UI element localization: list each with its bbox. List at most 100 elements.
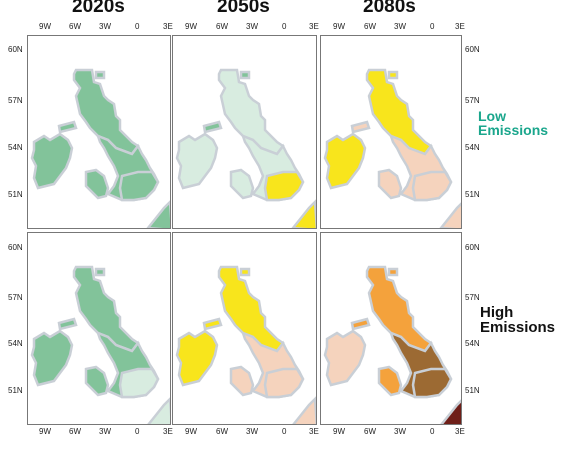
- x-tick-9w: 9W: [333, 22, 345, 31]
- y-tick-57n: 57N: [8, 96, 23, 105]
- region-scotland: [72, 68, 140, 156]
- x-tick-3w: 3W: [246, 427, 258, 436]
- region-se: [411, 367, 453, 399]
- region-shetland: [202, 317, 223, 331]
- region-island: [387, 70, 399, 80]
- column-title-2020s: 2020s: [72, 0, 125, 17]
- region-wales: [377, 168, 403, 200]
- row-label-low-emissions: Low Emissions: [478, 109, 548, 137]
- x-tick-9w: 9W: [39, 427, 51, 436]
- region-island: [94, 70, 106, 80]
- row-label-high-line1: High: [480, 304, 514, 321]
- region-wales: [229, 168, 255, 200]
- region-edge-strip: [146, 200, 170, 228]
- region-ni: [323, 132, 367, 190]
- y-tick-51n: 51N: [465, 190, 480, 199]
- y-tick-57n: 57N: [8, 293, 23, 302]
- row-label-high-line2: Emissions: [480, 319, 556, 336]
- y-tick-60n: 60N: [8, 243, 23, 252]
- x-tick-6w: 6W: [69, 427, 81, 436]
- region-scotland: [365, 265, 433, 353]
- region-shetland: [57, 120, 78, 134]
- region-shetland: [350, 317, 371, 331]
- y-tick-54n: 54N: [465, 339, 480, 348]
- x-tick-3e: 3E: [455, 22, 465, 31]
- x-tick-0: 0: [135, 22, 140, 31]
- x-tick-6w: 6W: [216, 427, 228, 436]
- map-panel-low-2050s: [172, 35, 317, 229]
- region-shetland: [57, 317, 78, 331]
- region-edge-strip: [291, 199, 316, 228]
- region-wales: [84, 365, 110, 397]
- column-title-2050s: 2050s: [217, 0, 270, 17]
- map-panel-high-2080s: [320, 232, 462, 425]
- region-wales: [84, 168, 110, 200]
- y-tick-51n: 51N: [465, 386, 480, 395]
- x-tick-3w: 3W: [394, 22, 406, 31]
- y-tick-60n: 60N: [465, 243, 480, 252]
- x-tick-9w: 9W: [39, 22, 51, 31]
- region-edge-strip: [292, 396, 316, 424]
- region-ni: [30, 132, 74, 190]
- region-se: [411, 170, 453, 202]
- map-shapes: [175, 265, 316, 424]
- x-tick-3e: 3E: [455, 427, 465, 436]
- region-se: [118, 367, 160, 399]
- region-scotland: [72, 265, 140, 353]
- x-tick-3e: 3E: [309, 427, 319, 436]
- region-edge-strip: [147, 397, 170, 424]
- row-label-low-line1: Low: [478, 108, 506, 124]
- map-panel-high-2020s: [27, 232, 171, 425]
- y-tick-60n: 60N: [8, 45, 23, 54]
- region-edge-strip: [439, 202, 461, 228]
- x-tick-9w: 9W: [185, 22, 197, 31]
- map-shapes: [30, 265, 170, 424]
- region-shetland: [202, 120, 223, 134]
- y-tick-54n: 54N: [8, 143, 23, 152]
- region-ni: [30, 329, 74, 387]
- region-se: [263, 367, 305, 399]
- x-tick-3w: 3W: [99, 22, 111, 31]
- row-label-high-emissions: High Emissions: [480, 305, 555, 335]
- map-shapes: [175, 68, 316, 228]
- region-ni: [323, 329, 367, 387]
- x-tick-0: 0: [282, 427, 287, 436]
- y-tick-51n: 51N: [8, 190, 23, 199]
- region-ni: [175, 329, 219, 387]
- region-wales: [377, 365, 403, 397]
- region-island: [94, 267, 106, 277]
- map-panel-low-2080s: [320, 35, 462, 229]
- region-ni: [175, 132, 219, 190]
- region-wales: [229, 365, 255, 397]
- x-tick-9w: 9W: [333, 427, 345, 436]
- region-scotland: [365, 68, 433, 156]
- map-shapes: [30, 68, 170, 228]
- x-tick-0: 0: [282, 22, 287, 31]
- region-se: [263, 170, 305, 202]
- x-tick-3w: 3W: [246, 22, 258, 31]
- y-tick-54n: 54N: [465, 143, 480, 152]
- column-title-2080s: 2080s: [363, 0, 416, 17]
- row-label-low-line2: Emissions: [478, 122, 549, 138]
- map-shapes: [323, 265, 461, 424]
- x-tick-0: 0: [135, 427, 140, 436]
- x-tick-6w: 6W: [216, 22, 228, 31]
- x-tick-6w: 6W: [69, 22, 81, 31]
- x-tick-6w: 6W: [364, 22, 376, 31]
- map-shapes: [323, 68, 461, 228]
- x-tick-3e: 3E: [309, 22, 319, 31]
- map-panel-low-2020s: [27, 35, 171, 229]
- x-tick-9w: 9W: [185, 427, 197, 436]
- x-tick-3e: 3E: [163, 427, 173, 436]
- region-edge-strip: [440, 399, 461, 424]
- y-tick-60n: 60N: [465, 45, 480, 54]
- x-tick-0: 0: [430, 427, 435, 436]
- x-tick-3e: 3E: [163, 22, 173, 31]
- region-shetland: [350, 120, 371, 134]
- y-tick-57n: 57N: [465, 293, 480, 302]
- x-tick-6w: 6W: [364, 427, 376, 436]
- y-tick-54n: 54N: [8, 339, 23, 348]
- y-tick-57n: 57N: [465, 96, 480, 105]
- x-tick-3w: 3W: [394, 427, 406, 436]
- x-tick-3w: 3W: [99, 427, 111, 436]
